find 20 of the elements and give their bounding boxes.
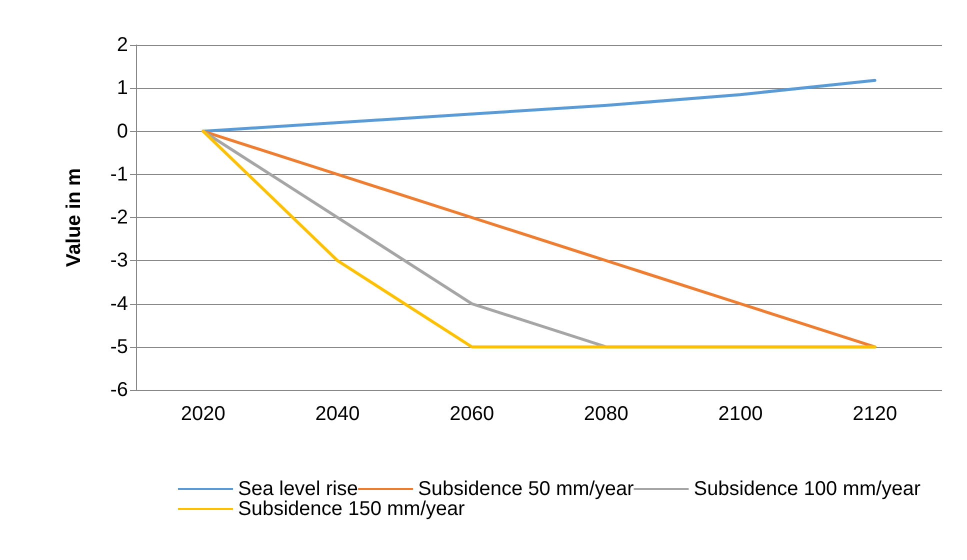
x-tick-label: 2020 <box>180 403 226 425</box>
y-tick-label: -3 <box>110 250 128 272</box>
legend-label: Subsidence 50 mm/year <box>418 478 634 500</box>
legend-label: Subsidence 100 mm/year <box>694 478 921 500</box>
y-tick-label: -2 <box>110 206 128 228</box>
y-axis-title: Value in m <box>63 168 85 267</box>
x-tick-label: 2060 <box>450 403 494 425</box>
legend-label: Sea level rise <box>238 478 358 500</box>
y-tick-label: -1 <box>110 163 128 186</box>
y-tick-label: -4 <box>110 292 128 315</box>
x-tick-label: 2100 <box>718 403 763 425</box>
y-tick-label: 2 <box>116 34 128 56</box>
y-tick-label: 0 <box>116 120 128 142</box>
x-tick-label: 2040 <box>315 403 360 425</box>
x-tick-label: 2080 <box>584 403 628 425</box>
y-tick-label: -5 <box>110 336 128 358</box>
x-tick-label: 2120 <box>852 403 898 425</box>
y-tick-label: -6 <box>110 379 128 401</box>
legend-label: Subsidence 150 mm/year <box>238 498 466 520</box>
y-tick-label: 1 <box>116 77 128 100</box>
